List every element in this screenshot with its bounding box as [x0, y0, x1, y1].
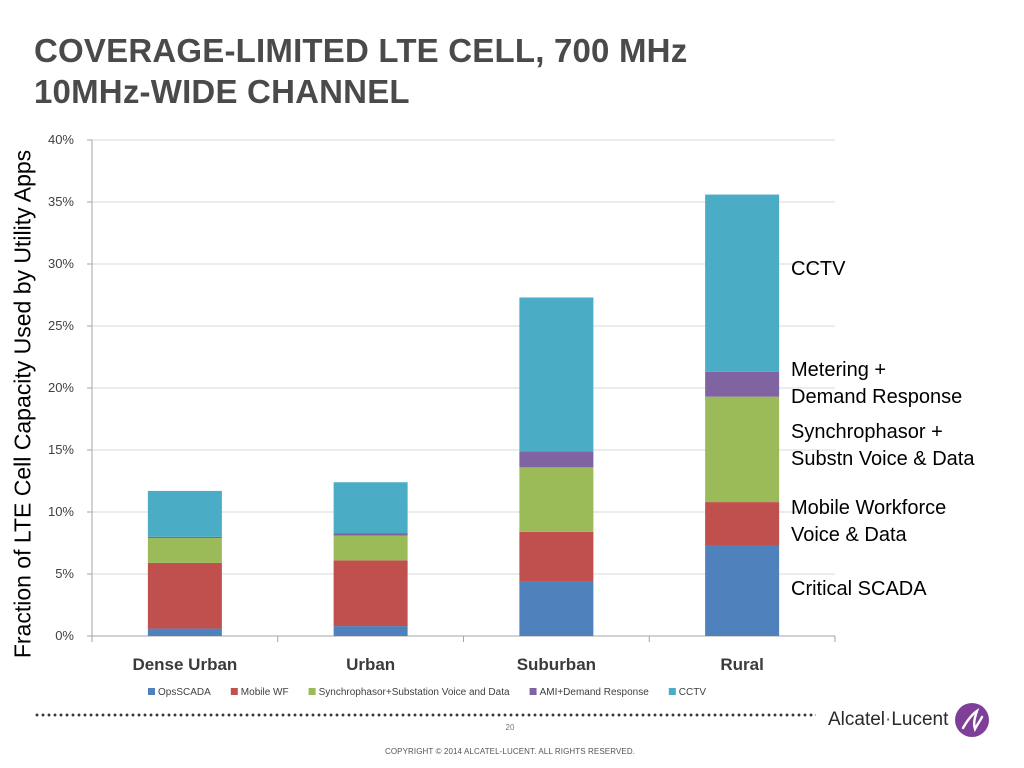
- bar-segment-opsscada: [519, 581, 594, 636]
- y-tick-label: 40%: [48, 132, 74, 147]
- annotation-synchrophasor-line2: Substn Voice & Data: [791, 448, 975, 470]
- bar-segment-synchrophasor-substation-voice-and-data: [705, 396, 780, 503]
- bar-segment-ami-demand-response: [519, 451, 594, 468]
- bar-segment-mobile-wf: [519, 531, 594, 582]
- bar-segment-synchrophasor-substation-voice-and-data: [147, 538, 222, 563]
- title-line-1: COVERAGE-LIMITED LTE CELL, 700 MHz: [34, 32, 688, 69]
- x-category-label: Urban: [346, 655, 395, 674]
- bar-segment-cctv: [147, 490, 222, 537]
- legend-swatch: [308, 688, 316, 695]
- brand-wordmark: Alcatel·Lucent: [828, 709, 948, 731]
- annotation-metering-line2: Demand Response: [791, 386, 963, 408]
- title-line-2: 10MHz-WIDE CHANNEL: [34, 73, 410, 110]
- annotation-critical-scada: Critical SCADA: [791, 576, 927, 603]
- annotation-scada-text: Critical SCADA: [791, 578, 927, 600]
- bar-segment-mobile-wf: [333, 560, 408, 627]
- y-tick-label: 25%: [48, 318, 74, 333]
- bar-segment-cctv: [519, 297, 594, 452]
- legend-label: CCTV: [679, 687, 707, 698]
- copyright-notice: COPYRIGHT © 2014 ALCATEL-LUCENT. ALL RIG…: [384, 747, 636, 756]
- annotation-synchrophasor: Synchrophasor + Substn Voice & Data: [791, 419, 974, 473]
- annotation-cctv: CCTV: [791, 256, 845, 283]
- annotation-metering: Metering + Demand Response: [791, 357, 962, 411]
- brand-name-part1: Alcatel: [828, 709, 886, 730]
- y-tick-label: 35%: [48, 194, 74, 209]
- bar-segment-mobile-wf: [147, 562, 222, 629]
- annotation-mobile-workforce: Mobile Workforce Voice & Data: [791, 495, 946, 549]
- annotation-metering-line1: Metering +: [791, 359, 887, 381]
- y-tick-label: 10%: [48, 504, 74, 519]
- legend-label: OpsSCADA: [158, 687, 211, 698]
- bar-segment-opsscada: [705, 545, 780, 636]
- alcatel-lucent-logo-icon: [955, 703, 990, 737]
- footer-dotted-divider: [34, 713, 816, 717]
- legend-swatch: [148, 688, 155, 695]
- bar-segment-synchrophasor-substation-voice-and-data: [519, 467, 594, 532]
- y-tick-label: 20%: [48, 380, 74, 395]
- x-category-label: Dense Urban: [132, 655, 237, 674]
- annotation-cctv-text: CCTV: [791, 258, 846, 280]
- bar-segment-mobile-wf: [705, 502, 780, 546]
- bar-segment-ami-demand-response: [333, 533, 408, 536]
- x-category-label: Rural: [720, 655, 763, 674]
- x-category-label: Suburban: [517, 655, 596, 674]
- brand-dot: ·: [885, 709, 892, 730]
- legend-label: AMI+Demand Response: [540, 687, 650, 698]
- bar-segment-cctv: [705, 194, 780, 372]
- legend-label: Synchrophasor+Substation Voice and Data: [319, 687, 510, 698]
- y-tick-label: 30%: [48, 256, 74, 271]
- annotation-mobile-line2: Voice & Data: [791, 524, 907, 546]
- bar-segment-cctv: [333, 482, 408, 534]
- legend-swatch: [529, 688, 537, 695]
- legend-swatch: [668, 688, 676, 695]
- brand-name-part2: Lucent: [891, 709, 949, 730]
- y-tick-label: 15%: [48, 442, 74, 457]
- bar-segment-ami-demand-response: [147, 536, 222, 539]
- annotation-synchrophasor-line1: Synchrophasor +: [791, 421, 943, 443]
- annotation-mobile-line1: Mobile Workforce: [791, 497, 947, 519]
- y-tick-label: 0%: [55, 628, 74, 643]
- bar-segment-ami-demand-response: [705, 371, 780, 397]
- legend-label: Mobile WF: [241, 687, 289, 698]
- slide-title: COVERAGE-LIMITED LTE CELL, 700 MHz 10MHz…: [34, 30, 687, 112]
- brand-logo-block: Alcatel·Lucent: [828, 703, 990, 737]
- legend-swatch: [230, 688, 238, 695]
- bar-segment-synchrophasor-substation-voice-and-data: [333, 535, 408, 561]
- page-number: 20: [505, 723, 515, 732]
- y-tick-label: 5%: [55, 566, 74, 581]
- bar-segment-opsscada: [333, 626, 408, 636]
- bar-segment-opsscada: [147, 628, 222, 636]
